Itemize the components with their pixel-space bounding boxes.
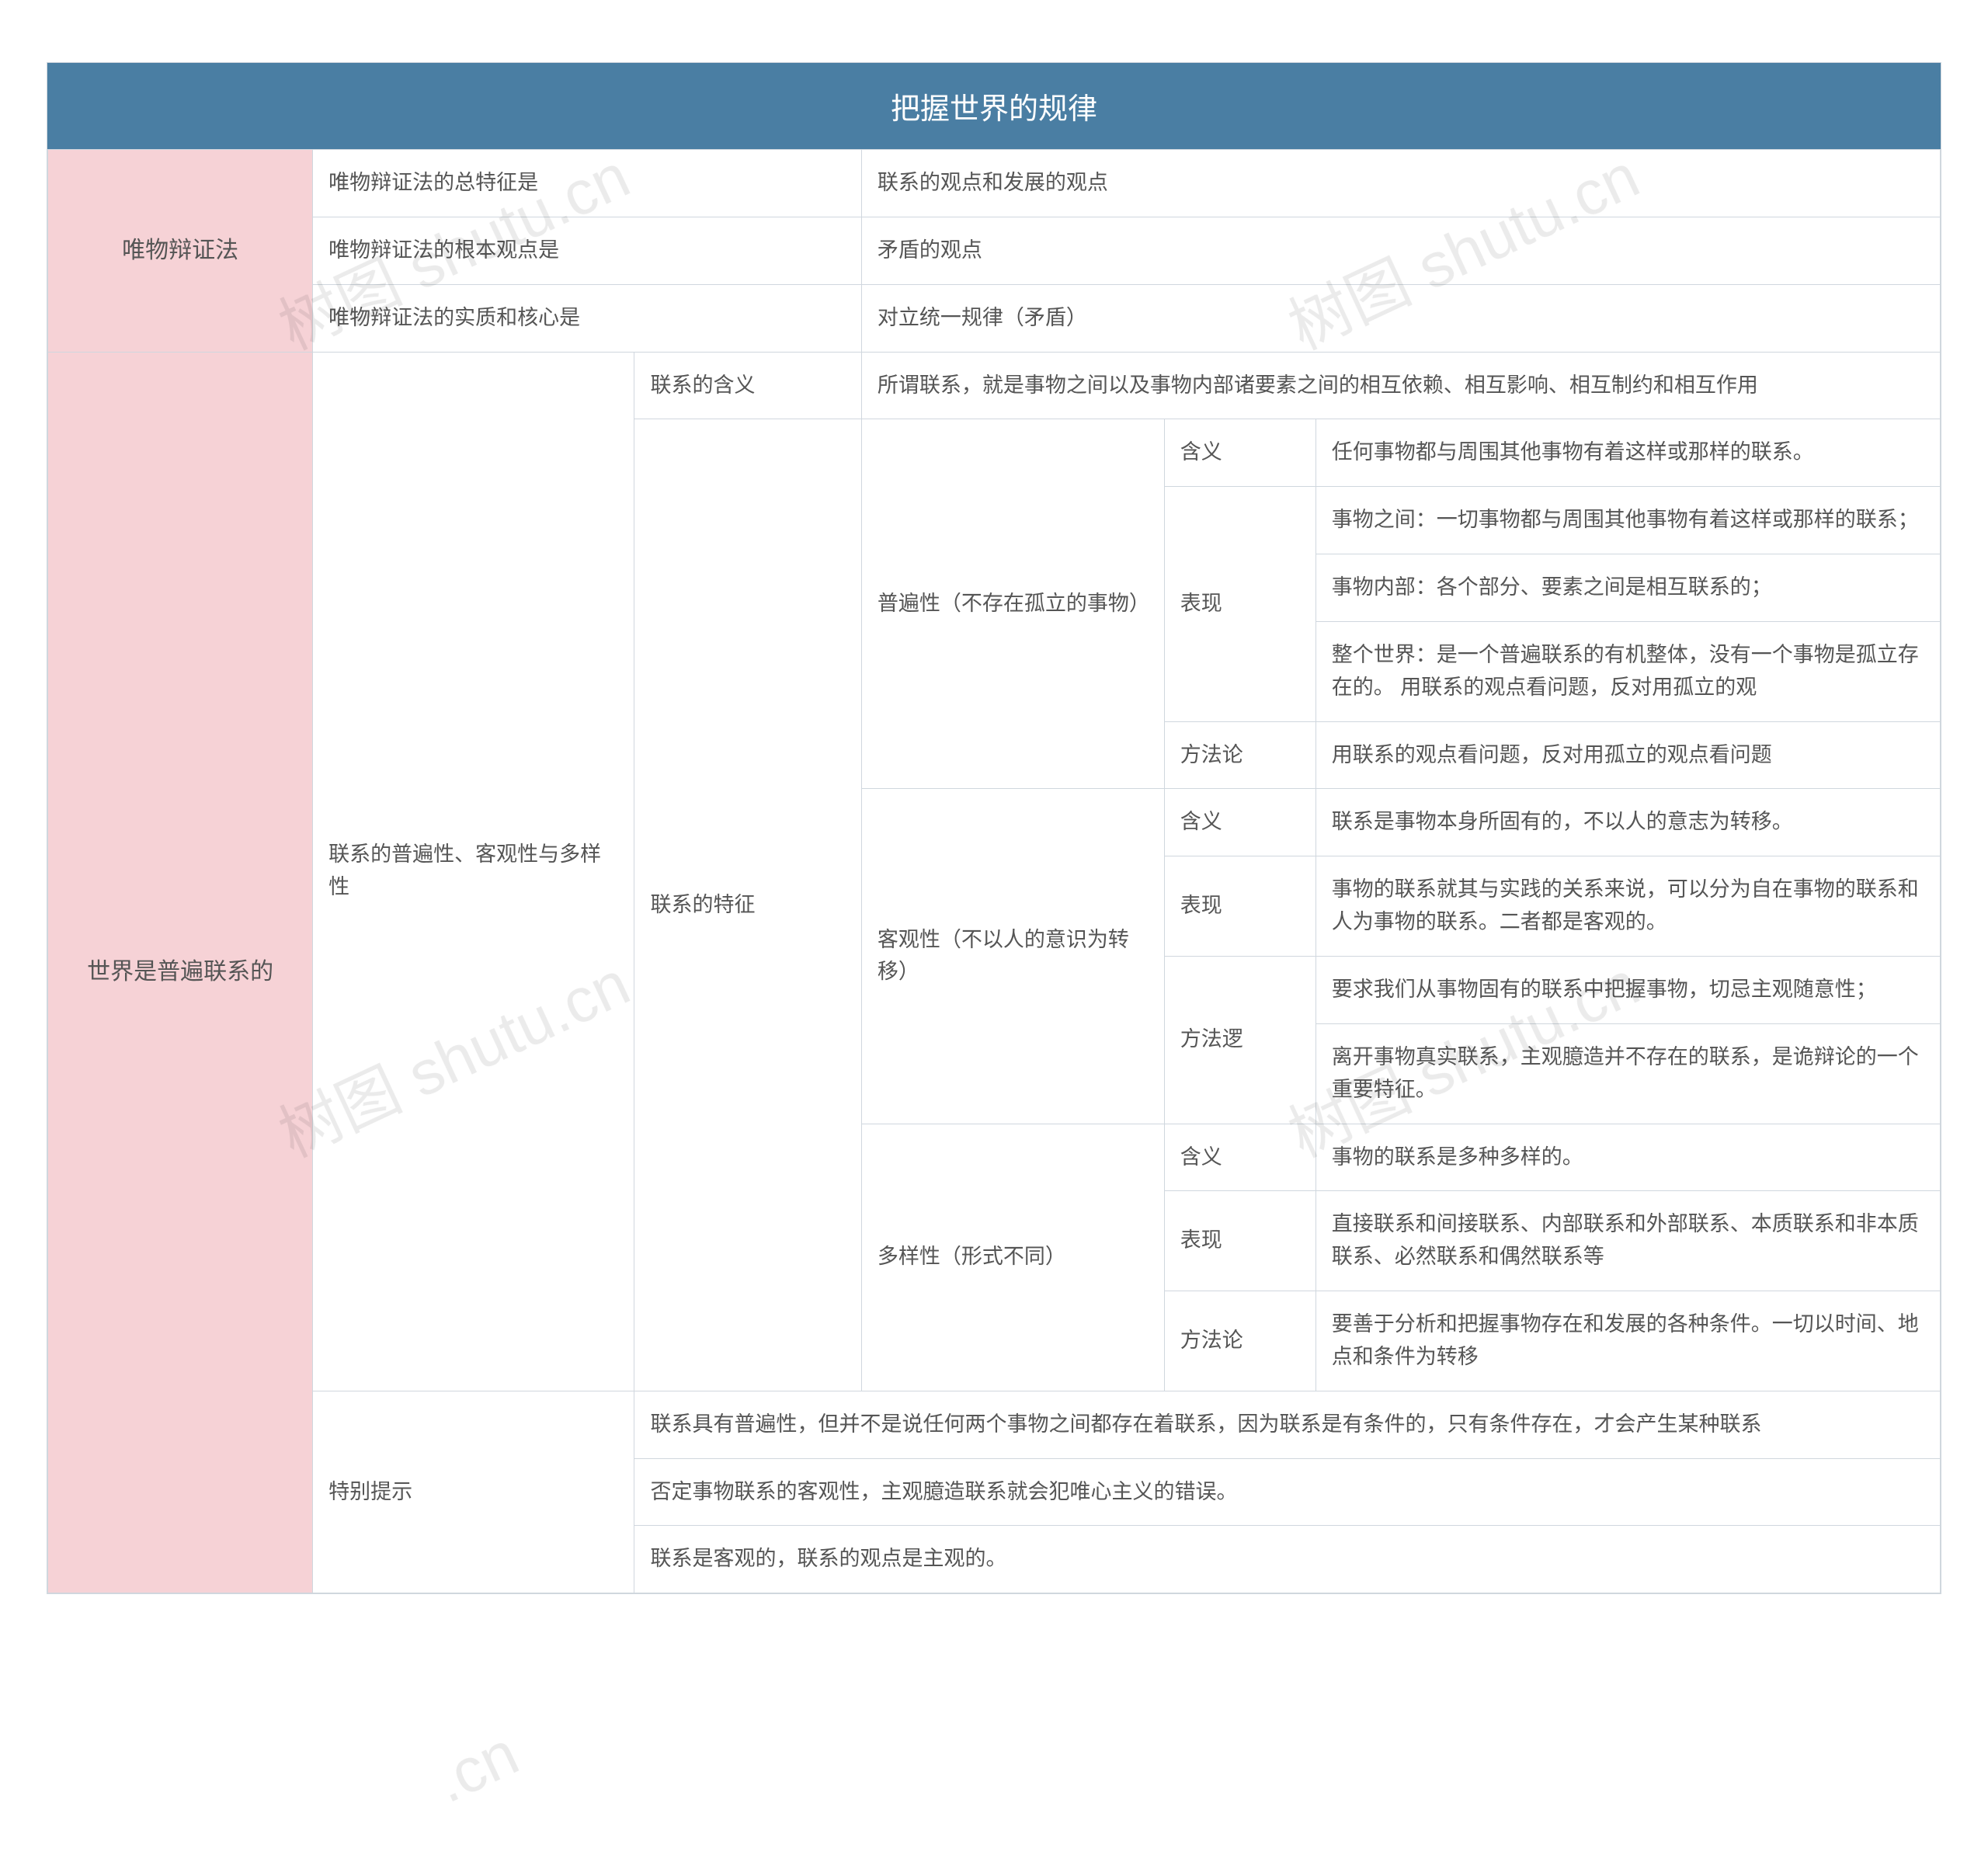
watermark: .cn: [424, 1718, 530, 1817]
obj-label: 客观性（不以人的意识为转移）: [861, 789, 1164, 1124]
obj-mean-k: 含义: [1164, 789, 1315, 856]
univ-label: 普遍性（不存在孤立的事物）: [861, 419, 1164, 789]
tip-1: 否定事物联系的客观性，主观臆造联系就会犯唯心主义的错误。: [634, 1458, 1941, 1526]
univ-meth-v: 用联系的观点看问题，反对用孤立的观点看问题: [1315, 721, 1940, 789]
sec1-row0-k: 唯物辩证法的总特征是: [313, 150, 862, 217]
div-mean-k: 含义: [1164, 1124, 1315, 1191]
obj-meth-k: 方法逻: [1164, 956, 1315, 1124]
div-meth-k: 方法论: [1164, 1291, 1315, 1391]
div-mean-v: 事物的联系是多种多样的。: [1315, 1124, 1940, 1191]
sec1-row1-v: 矛盾的观点: [861, 217, 1940, 284]
univ-meth-k: 方法论: [1164, 721, 1315, 789]
univ-man-v1: 事物之间：一切事物都与周围其他事物有着这样或那样的联系；: [1315, 487, 1940, 554]
obj-meth-v2: 离开事物真实联系，主观臆造并不存在的联系，是诡辩论的一个重要特征。: [1315, 1023, 1940, 1124]
sec1-row0-v: 联系的观点和发展的观点: [861, 150, 1940, 217]
univ-mean-v: 任何事物都与周围其他事物有着这样或那样的联系。: [1315, 419, 1940, 487]
obj-man-v: 事物的联系就其与实践的关系来说，可以分为自在事物的联系和人为事物的联系。二者都是…: [1315, 856, 1940, 957]
meaning-k: 联系的含义: [634, 352, 861, 419]
tips-label: 特别提示: [313, 1391, 634, 1593]
div-label: 多样性（形式不同）: [861, 1124, 1164, 1391]
tip-0: 联系具有普遍性，但并不是说任何两个事物之间都存在着联系，因为联系是有条件的，只有…: [634, 1391, 1941, 1458]
obj-mean-v: 联系是事物本身所固有的，不以人的意志为转移。: [1315, 789, 1940, 856]
univ-man-v2: 事物内部：各个部分、要素之间是相互联系的；: [1315, 554, 1940, 622]
sec1-label: 唯物辩证法: [48, 150, 313, 353]
div-meth-v: 要善于分析和把握事物存在和发展的各种条件。一切以时间、地点和条件为转移: [1315, 1291, 1940, 1391]
sec1-row1-k: 唯物辩证法的根本观点是: [313, 217, 862, 284]
sec1-row2-v: 对立统一规律（矛盾）: [861, 284, 1940, 352]
features-label: 联系的特征: [634, 419, 861, 1391]
sec1-row2-k: 唯物辩证法的实质和核心是: [313, 284, 862, 352]
univ-mean-k: 含义: [1164, 419, 1315, 487]
mindmap-root: 把握世界的规律 唯物辩证法 唯物辩证法的总特征是 联系的观点和发展的观点 唯物辩…: [47, 62, 1941, 1594]
div-man-k: 表现: [1164, 1191, 1315, 1291]
obj-man-k: 表现: [1164, 856, 1315, 957]
univ-man-v3: 整个世界：是一个普遍联系的有机整体，没有一个事物是孤立存在的。 用联系的观点看问…: [1315, 621, 1940, 721]
sec2-group-label: 联系的普遍性、客观性与多样性: [313, 352, 634, 1391]
obj-meth-v1: 要求我们从事物固有的联系中把握事物，切忌主观随意性；: [1315, 956, 1940, 1023]
title-bar: 把握世界的规律: [47, 63, 1941, 149]
meaning-v: 所谓联系，就是事物之间以及事物内部诸要素之间的相互依赖、相互影响、相互制约和相互…: [861, 352, 1940, 419]
tip-2: 联系是客观的，联系的观点是主观的。: [634, 1526, 1941, 1593]
div-man-v: 直接联系和间接联系、内部联系和外部联系、本质联系和非本质联系、必然联系和偶然联系…: [1315, 1191, 1940, 1291]
univ-man-k: 表现: [1164, 487, 1315, 721]
sec2-label: 世界是普遍联系的: [48, 352, 313, 1593]
mindmap-table: 唯物辩证法 唯物辩证法的总特征是 联系的观点和发展的观点 唯物辩证法的根本观点是…: [47, 149, 1941, 1593]
